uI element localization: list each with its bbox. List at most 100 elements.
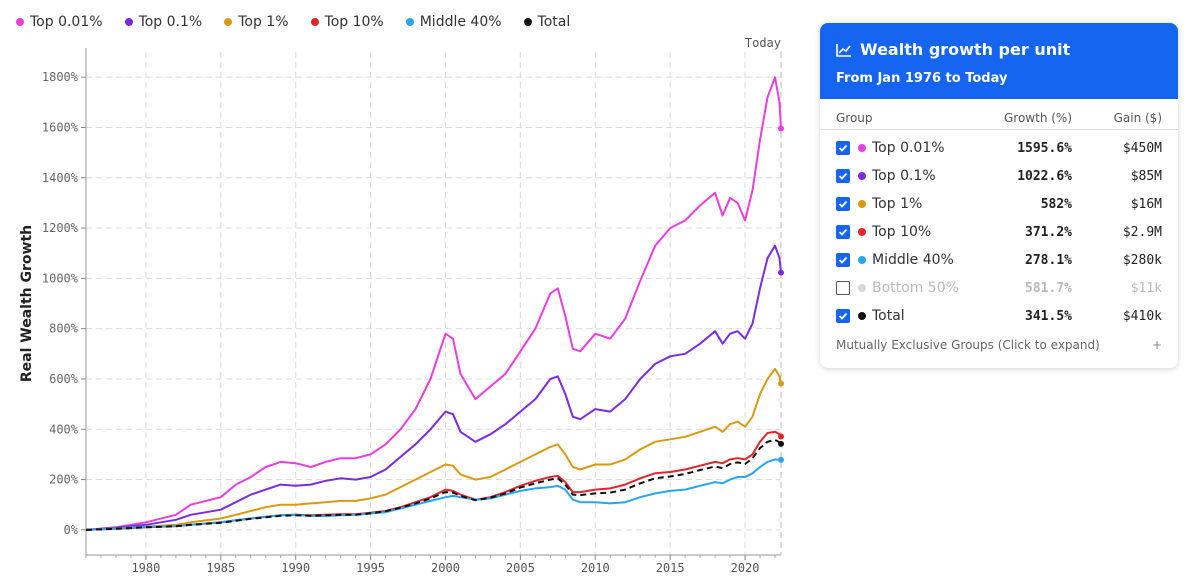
growth-value: 371.2% — [1025, 224, 1072, 240]
legend-item[interactable]: Top 0.1% — [124, 14, 203, 30]
check-icon — [838, 312, 848, 320]
legend-dot — [523, 18, 532, 26]
legend-item[interactable]: Top 1% — [224, 14, 289, 30]
gain-value: $16M — [1130, 196, 1162, 212]
group-checkbox[interactable] — [836, 197, 850, 211]
y-tick-label: 1000% — [42, 271, 79, 285]
group-cell: Middle 40% — [836, 252, 962, 268]
series-line — [85, 244, 782, 531]
group-row[interactable]: Total 341.5% $410k — [836, 302, 1162, 330]
y-tick-label: 1200% — [42, 221, 79, 235]
group-label: Bottom 50% — [872, 280, 959, 296]
series-end-point — [778, 125, 784, 132]
group-row[interactable]: Top 10% 371.2% $2.9M — [836, 218, 1162, 246]
legend-item[interactable]: Top 10% — [310, 14, 384, 30]
group-color-dot — [858, 172, 866, 180]
series-line — [85, 76, 782, 531]
series-end-point — [778, 456, 784, 463]
y-tick-label: 200% — [49, 473, 79, 487]
growth-value: 278.1% — [1025, 252, 1072, 268]
check-icon — [838, 228, 848, 236]
group-label: Middle 40% — [872, 252, 954, 268]
group-color-dot — [858, 144, 866, 152]
footer-text[interactable]: Mutually Exclusive Groups (Click to expa… — [836, 338, 1100, 352]
expand-button[interactable]: + — [1151, 338, 1162, 352]
y-axis-label: Real Wealth Growth — [19, 225, 35, 382]
gain-value: $11k — [1130, 280, 1162, 296]
gain-value: $2.9M — [1122, 224, 1162, 240]
legend-label: Top 0.01% — [30, 14, 103, 30]
x-tick-label: 1990 — [281, 561, 310, 575]
header-growth: Growth (%) — [1003, 111, 1072, 125]
group-label: Top 0.01% — [872, 140, 945, 156]
header-group: Group — [836, 111, 873, 125]
series-line — [85, 367, 782, 531]
group-cell: Total — [836, 308, 962, 324]
group-cell: Top 10% — [836, 224, 962, 240]
x-tick-label: 2010 — [581, 561, 610, 575]
group-row[interactable]: Middle 40% 278.1% $280k — [836, 246, 1162, 274]
series-end-point — [778, 380, 784, 387]
panel-header: Wealth growth per unit From Jan 1976 to … — [820, 23, 1178, 99]
legend-item[interactable]: Middle 40% — [405, 14, 502, 30]
group-checkbox[interactable] — [836, 225, 850, 239]
gain-value: $410k — [1122, 308, 1162, 324]
legend-dot — [224, 18, 233, 26]
check-icon — [838, 144, 848, 152]
check-icon — [838, 172, 848, 180]
group-color-dot — [858, 200, 866, 208]
chart-legend: Top 0.01% Top 0.1% Top 1% Top 10% Middle 40%… — [16, 14, 570, 30]
group-checkbox[interactable] — [836, 253, 850, 267]
legend-dot — [405, 18, 414, 26]
group-label: Top 1% — [872, 196, 923, 212]
group-checkbox[interactable] — [836, 281, 850, 295]
x-tick-label: 1995 — [356, 561, 385, 575]
panel-subtitle: From Jan 1976 to Today — [836, 71, 1008, 86]
gain-value: $85M — [1130, 168, 1162, 184]
growth-value: 1595.6% — [1017, 140, 1072, 156]
group-cell: Top 1% — [836, 196, 962, 212]
check-icon — [838, 200, 848, 208]
y-tick-label: 600% — [49, 372, 79, 386]
legend-item[interactable]: Top 0.01% — [16, 14, 103, 30]
group-checkbox[interactable] — [836, 169, 850, 183]
legend-label: Top 0.1% — [138, 14, 203, 30]
x-tick-label: 2000 — [431, 561, 460, 575]
growth-value: 582% — [1040, 196, 1072, 212]
line-chart-icon — [836, 43, 851, 57]
group-cell: Top 0.1% — [836, 168, 962, 184]
x-tick-label: 1980 — [131, 561, 160, 575]
gain-value: $450M — [1122, 140, 1162, 156]
header-gain: Gain ($) — [1113, 111, 1162, 125]
group-checkbox[interactable] — [836, 141, 850, 155]
group-row[interactable]: Top 0.01% 1595.6% $450M — [836, 134, 1162, 162]
legend-item[interactable]: Total — [523, 14, 570, 30]
group-color-dot — [858, 312, 866, 320]
y-tick-label: 1800% — [42, 70, 79, 84]
x-tick-label: 2005 — [506, 561, 535, 575]
legend-dot — [310, 18, 319, 26]
series-end-point — [778, 269, 784, 276]
gain-value: $280k — [1122, 252, 1162, 268]
group-color-dot — [858, 284, 866, 292]
legend-dot — [124, 18, 133, 26]
group-color-dot — [858, 256, 866, 264]
panel-footer[interactable]: Mutually Exclusive Groups (Click to expa… — [820, 330, 1178, 352]
group-cell: Bottom 50% — [836, 280, 962, 296]
group-row[interactable]: Top 1% 582% $16M — [836, 190, 1162, 218]
group-label: Total — [872, 308, 905, 324]
growth-value: 581.7% — [1025, 280, 1072, 296]
group-checkbox[interactable] — [836, 309, 850, 323]
group-row[interactable]: Top 0.1% 1022.6% $85M — [836, 162, 1162, 190]
wealth-growth-panel: Wealth growth per unit From Jan 1976 to … — [820, 23, 1178, 368]
group-row[interactable]: Bottom 50% 581.7% $11k — [836, 274, 1162, 302]
growth-value: 341.5% — [1025, 308, 1072, 324]
group-label: Top 10% — [872, 224, 932, 240]
table-header: Group Growth (%) Gain ($) — [820, 99, 1178, 130]
legend-label: Middle 40% — [419, 14, 502, 30]
series-line — [85, 438, 782, 531]
series-line — [85, 458, 781, 531]
legend-label: Top 1% — [238, 14, 289, 30]
y-tick-label: 400% — [49, 422, 79, 436]
check-icon — [838, 256, 848, 264]
